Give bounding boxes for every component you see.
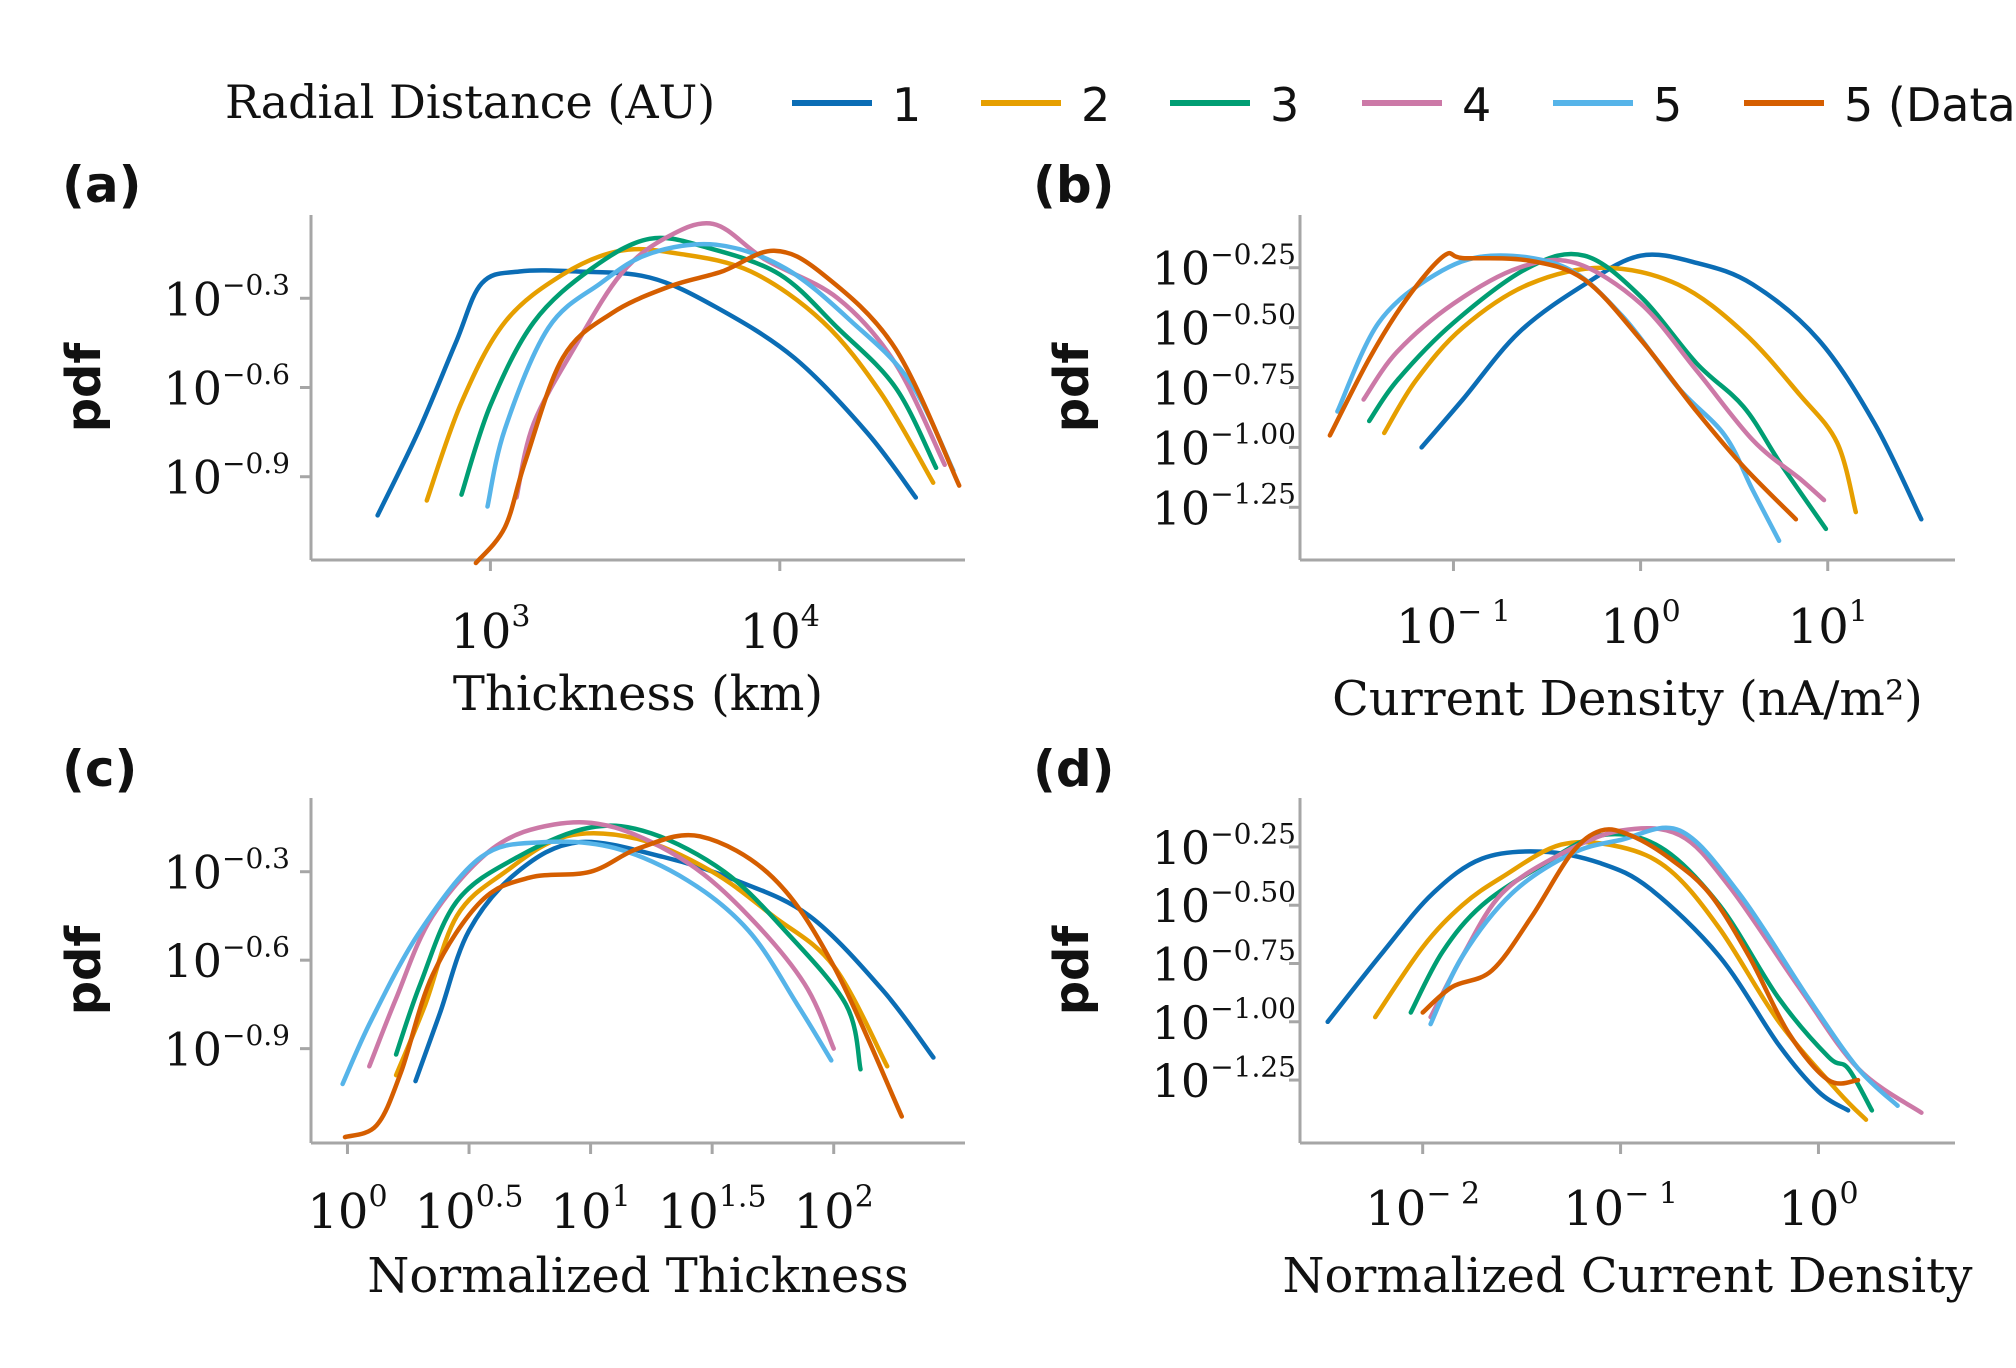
series-line-6 [342,832,905,1140]
series-line-6 [473,248,962,566]
series-line-2 [1381,265,1859,515]
series-line-4 [514,220,947,500]
series-line-1 [1325,849,1851,1113]
series-line-3 [1366,251,1829,532]
panel-c: (c) 10−0.3 10−0.6 10−0.9 100 100.5 101 101.5 102… [56,740,965,1304]
y-tick-label: 10−1.00 [1152,418,1296,476]
y-tick-label: 10−1.25 [1152,478,1296,536]
x-tick-label: 101.5 [658,1179,767,1240]
series-line-5 [1428,825,1900,1108]
y-tick-label: 10−0.50 [1152,876,1296,934]
y-tick-label: 10−0.6 [163,358,290,416]
panel-a: (a) 10−0.3 10−0.6 10−0.9 103 104 Thickness (km… [56,156,965,722]
series-line-3 [459,235,939,497]
y-axis-label: pdf [1044,925,1100,1016]
x-tick-label: 10− 1 [1396,594,1511,655]
series-line-4 [1361,257,1827,503]
y-axis-label: pdf [56,925,112,1016]
series-line-5 [485,241,956,509]
y-tick-label: 10−1.00 [1152,992,1296,1050]
legend-label-3: 3 [1270,78,1299,132]
y-tick-label: 10−0.75 [1152,934,1296,992]
series-line-4 [367,820,836,1069]
legend-title: Radial Distance (AU) [225,75,715,129]
series-line-3 [393,823,863,1072]
legend-label-5: 5 [1653,78,1682,132]
y-tick-label: 10−0.3 [163,269,290,327]
x-tick-label: 100 [1778,1176,1858,1237]
panel-label: (d) [1033,740,1115,798]
x-tick-label: 10− 1 [1563,1176,1678,1237]
x-tick-label: 10− 2 [1365,1176,1480,1237]
series-line-6 [1327,250,1799,522]
x-tick-label: 100.5 [415,1179,524,1240]
y-tick-label: 10−0.75 [1152,358,1296,416]
y-tick-label: 10−0.25 [1152,238,1296,296]
legend: Radial Distance (AU) 1 2 3 4 5 5 (Data [225,75,2016,132]
x-tick-label: 101 [1788,594,1868,655]
x-tick-label: 104 [740,599,820,660]
legend-label-2: 2 [1081,78,1110,132]
y-axis-label: pdf [56,342,112,433]
legend-label-4: 4 [1462,78,1491,132]
legend-label-1: 1 [892,78,921,132]
panel-label: (b) [1033,156,1115,214]
y-tick-label: 10−0.9 [163,447,290,505]
series-line-6 [1420,827,1861,1086]
series-line-1 [1419,252,1924,522]
y-tick-label: 10−0.50 [1152,298,1296,356]
x-axis-label: Normalized Thickness [367,1248,908,1304]
x-axis-label: Normalized Current Density [1283,1248,1973,1304]
x-tick-label: 100 [307,1179,387,1240]
y-tick-label: 10−0.25 [1152,817,1296,875]
panel-label: (c) [62,740,137,798]
panel-label: (a) [62,156,141,214]
x-tick-label: 102 [794,1179,874,1240]
y-tick-label: 10−0.9 [163,1019,290,1077]
x-tick-label: 101 [551,1179,631,1240]
series-line-3 [1408,831,1875,1113]
y-tick-label: 10−1.25 [1152,1050,1296,1108]
y-tick-label: 10−0.3 [163,842,290,900]
x-axis-label: Thickness (km) [453,666,823,722]
x-tick-label: 103 [450,599,530,660]
panels: (a) 10−0.3 10−0.6 10−0.9 103 104 Thickness (km… [56,156,1972,1304]
legend-label-6: 5 (Data [1844,78,2016,132]
y-tick-label: 10−0.6 [163,930,290,988]
series-line-5 [340,839,834,1087]
x-axis-label: Current Density (nA/m²) [1332,671,1923,727]
y-axis-label: pdf [1044,342,1100,433]
x-tick-label: 100 [1601,594,1681,655]
